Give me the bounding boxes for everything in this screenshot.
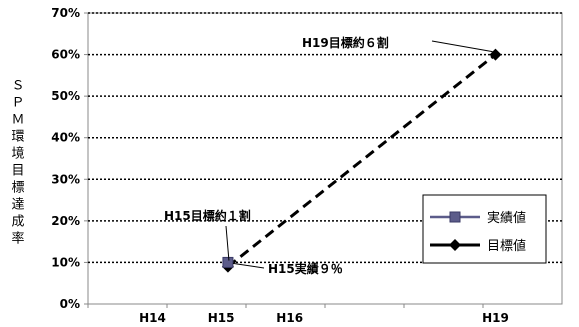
y-tick-label: 40% [51, 131, 80, 145]
x-tick-label: H16 [276, 311, 303, 325]
legend-marker-target [449, 239, 461, 251]
legend-box [422, 194, 547, 264]
x-tick-label: H15 [208, 311, 235, 325]
y-axis-title-wrap: ＳＰＭ環境目標達成率 [2, 22, 30, 304]
legend-label-target: 目標値 [487, 238, 526, 254]
legend: 実績値 目標値 [422, 194, 547, 264]
x-axis-ticks: H14 H15 H16 H19 [87, 304, 509, 325]
target-series-line [227, 53, 497, 268]
legend-marker-actual [449, 211, 461, 223]
y-tick-label: 60% [51, 48, 80, 62]
x-tick-label: H19 [482, 311, 509, 325]
y-axis-ticks: 0% 10% 20% 30% 40% 50% 60% 70% [51, 6, 88, 311]
annotation-h15-actual: H15実績９％ [268, 261, 343, 276]
y-tick-label: 10% [51, 255, 80, 269]
y-tick-label: 30% [51, 172, 80, 186]
annotation-h19-target: H19目標約６割 [302, 35, 389, 50]
y-tick-label: 50% [51, 89, 80, 103]
y-axis-title: ＳＰＭ環境目標達成率 [8, 78, 24, 248]
y-tick-label: 0% [60, 297, 80, 311]
target-point [489, 48, 502, 61]
callout-line-h19 [431, 40, 493, 53]
callout-line-h15-actual [232, 262, 265, 269]
gridlines [88, 12, 562, 264]
callout-line-h15-target [225, 225, 230, 261]
y-tick-label: 70% [51, 6, 80, 20]
actual-point [222, 256, 234, 268]
legend-label-actual: 実績値 [487, 210, 526, 226]
x-tick-label: H14 [139, 311, 166, 325]
annotation-layer: H19目標約６割 H15目標約１割 H15実績９％ [164, 35, 493, 276]
y-tick-label: 20% [51, 214, 80, 228]
annotation-h15-target: H15目標約１割 [164, 208, 251, 223]
